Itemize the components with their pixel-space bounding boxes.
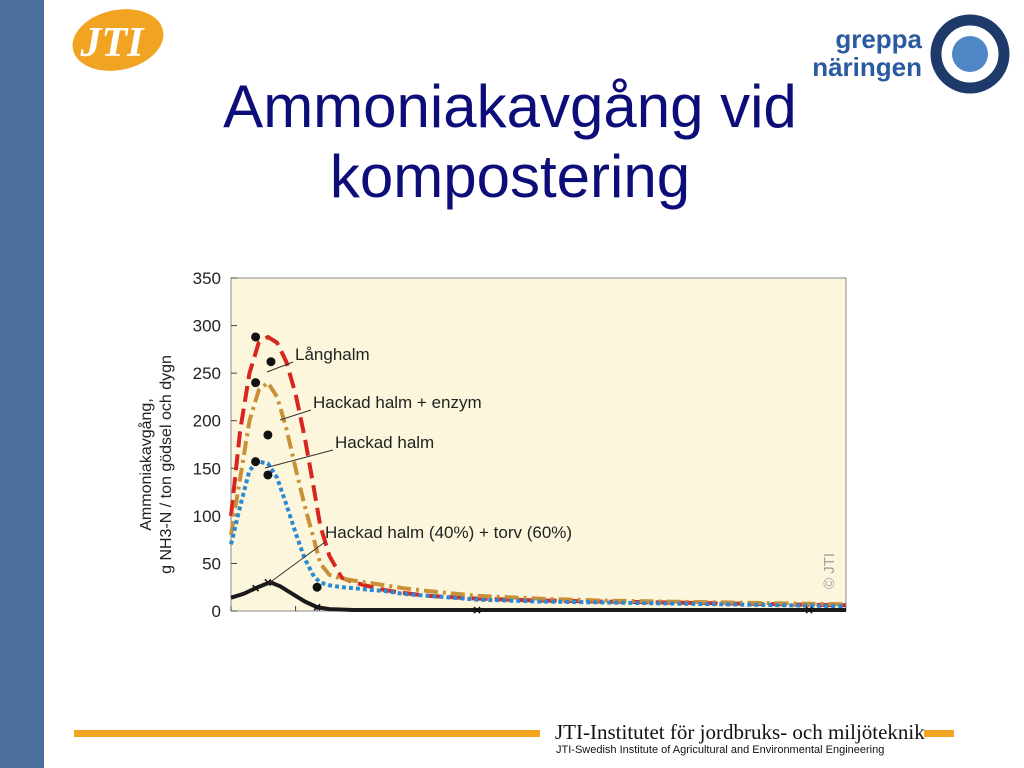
series-marker (263, 430, 273, 440)
plot-area (230, 277, 847, 612)
y-axis-label-units: g NH3-N / ton gödsel och dygn (158, 355, 175, 574)
y-tick-label: 200 (193, 412, 221, 431)
annotation-leader (266, 361, 294, 373)
jti-logo: JTI (72, 9, 164, 71)
slide-title: Ammoniakavgång vid kompostering (200, 72, 820, 212)
jti-logo-text: JTI (80, 20, 146, 66)
series-line-3 (230, 580, 846, 612)
watermark: © JTI (821, 553, 838, 589)
series-marker (251, 378, 261, 388)
annotation-label: Hackad halm (335, 433, 434, 452)
y-tick-label: 250 (193, 364, 221, 383)
series-marker (473, 606, 481, 614)
slide-title-line1: Ammoniakavgång vid (223, 73, 797, 140)
y-axis-label: Ammoniakavgång, (137, 398, 155, 531)
y-tick-label: 0 (212, 602, 221, 621)
ammonia-chart: 0 50 100 150 200 250 300 350 Ammoniakavgång, g NH… (137, 269, 847, 621)
slide-title-line2: kompostering (329, 143, 691, 210)
series-marker (312, 582, 322, 592)
series-marker (264, 578, 272, 586)
annotation-label: Hackad halm + enzym (313, 393, 482, 412)
series-marker (251, 332, 261, 342)
series-marker (252, 584, 260, 592)
y-tick-label: 50 (202, 554, 221, 573)
annotation-label: Långhalm (295, 345, 370, 364)
footer-institute-name: JTI-Institutet för jordbruks- och miljöt… (555, 720, 925, 744)
series-line-2 (229, 459, 847, 609)
y-tick-label: 100 (193, 507, 221, 526)
annotation-label: Hackad halm (40%) + torv (60%) (325, 523, 572, 542)
footer-rule-left (74, 730, 540, 737)
naringen-logo-text: näringen (812, 52, 922, 82)
y-tick-label: 300 (193, 317, 221, 336)
footer-institute-english: JTI-Swedish Institute of Agricultural an… (556, 744, 885, 756)
series-line-0 (229, 335, 847, 608)
greppa-naringen-logo: greppa näringen (812, 12, 1012, 96)
greppa-ring-icon (930, 14, 1010, 94)
greppa-logo-text: greppa (835, 24, 922, 54)
annotation-leader (264, 541, 326, 587)
series-marker (805, 606, 813, 614)
y-tick-label: 350 (193, 269, 221, 288)
y-tick-label: 150 (193, 459, 221, 478)
series-marker (266, 357, 276, 367)
series-marker (251, 457, 261, 467)
annotation-leader (279, 409, 312, 421)
series-marker (313, 603, 321, 611)
series-marker (263, 470, 273, 480)
side-bar (0, 0, 44, 768)
annotation-leader (264, 449, 334, 469)
footer-rule-right (924, 730, 954, 737)
